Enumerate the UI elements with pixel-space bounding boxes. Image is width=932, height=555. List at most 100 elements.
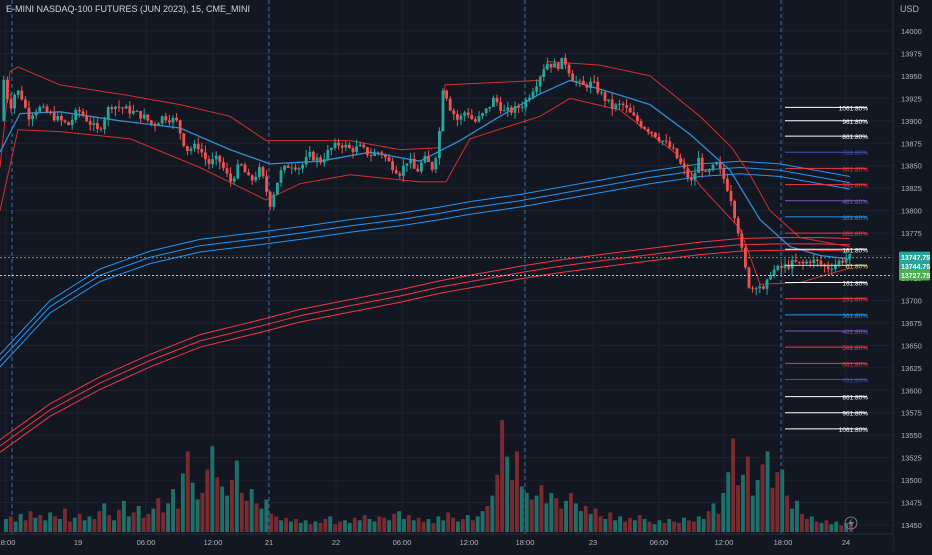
volume-bar [97, 511, 102, 532]
candle-body [308, 151, 312, 157]
volume-bar [249, 489, 254, 532]
candle-body [783, 264, 787, 268]
candle-body [740, 233, 744, 248]
volume-bar [303, 520, 308, 532]
candle-body [304, 156, 308, 165]
price-tick-label: 13525 [901, 454, 922, 463]
candle-body [596, 81, 600, 93]
ma-band-lower_red [0, 237, 851, 441]
candle-body [448, 98, 452, 111]
candle-body [826, 266, 830, 269]
volume-bar [686, 520, 691, 532]
candle-body [366, 147, 369, 155]
candle-body [542, 69, 546, 77]
time-axis[interactable]: 18:00 19 06:00 12:00 21 22 06:00 12:00 18:00 23 06… [0, 538, 850, 547]
lightning-icon[interactable] [844, 516, 858, 530]
volume-bar [293, 519, 298, 532]
volume-bar [195, 499, 200, 532]
candle-body [654, 132, 657, 137]
time-tick-label: 18:00 [774, 538, 793, 547]
volume-bar [495, 474, 500, 532]
volume-bar [92, 519, 97, 532]
volume-bar [573, 503, 578, 532]
time-tick-label: 12:00 [715, 538, 734, 547]
candle-body [398, 173, 402, 176]
candle-body [506, 107, 510, 111]
volume-bar [352, 517, 357, 532]
candle-body [621, 103, 625, 105]
candle-body [708, 170, 711, 172]
fib-level-label: 461.80% [842, 199, 868, 206]
volume-bar [82, 520, 87, 532]
candle-body [232, 178, 236, 182]
time-tick-label: 18:00 [0, 538, 15, 547]
candle-body [729, 190, 733, 201]
volume-bar [500, 420, 505, 532]
candle-body [405, 163, 409, 166]
volume-bar [112, 520, 116, 532]
volume-bar [259, 508, 264, 532]
candle-body [16, 90, 20, 95]
ma-band-lower_red [0, 249, 851, 453]
price-tick-label: 13825 [901, 184, 922, 193]
volume-bar [205, 469, 210, 532]
volume-bar [701, 519, 706, 532]
volume-bar [176, 508, 180, 532]
candle-body [276, 182, 279, 195]
volume-bar [672, 521, 677, 532]
volume-bar [18, 513, 23, 532]
candle-body [106, 107, 110, 120]
volume-bar [234, 460, 239, 532]
ma-band-upper_blue [0, 166, 851, 361]
candle-body [564, 57, 567, 65]
volume-bar [524, 493, 529, 532]
price-tick-label: 13850 [901, 162, 922, 171]
price-tag-label: 13744.75 [901, 264, 930, 271]
candle-body [348, 144, 351, 149]
candle-body [135, 110, 139, 112]
candle-body [92, 123, 96, 125]
candle-body [578, 80, 582, 82]
volume-bar [564, 500, 568, 532]
candle-body [373, 152, 376, 156]
volume-bar [264, 499, 269, 532]
volume-bar [667, 519, 672, 532]
candle-body [808, 261, 812, 263]
volume-bar [308, 524, 313, 532]
volume-bar [603, 519, 608, 532]
candle-body [222, 162, 225, 169]
candle-body [387, 157, 391, 162]
volume-bar [770, 487, 775, 532]
candle-body [27, 107, 31, 120]
candle-body [110, 107, 114, 110]
volume-bar [539, 485, 544, 532]
volume-bar [519, 486, 524, 532]
candle-body [150, 120, 153, 124]
candle-body [531, 91, 535, 98]
time-axis-bg[interactable] [0, 534, 893, 550]
fib-level-label: 661.80% [842, 166, 868, 173]
volume-bar [72, 517, 77, 532]
candle-body [816, 259, 819, 261]
volume-bar [760, 464, 765, 532]
volume-bar [677, 522, 681, 532]
candle-body [402, 165, 405, 176]
volume-bar [244, 500, 249, 532]
volume-bar [343, 520, 347, 532]
price-tick-label: 13550 [901, 431, 922, 440]
volume-bar [795, 500, 799, 532]
price-axis[interactable]: 13450 13475 13500 13525 13550 13575 13600 13625… [901, 27, 922, 530]
volume-bar [711, 503, 716, 532]
time-tick-label: 21 [265, 538, 273, 547]
volume-bar [849, 524, 853, 532]
volume-bar [780, 469, 785, 532]
volume-bar [790, 508, 794, 532]
candle-body [520, 106, 524, 108]
candle-body [67, 122, 70, 125]
chart-title[interactable]: E-MINI NASDAQ-100 FUTURES (JUN 2023), 15… [6, 4, 250, 14]
candle-body [585, 84, 589, 88]
ema-line [0, 79, 851, 260]
candle-body [182, 133, 186, 146]
